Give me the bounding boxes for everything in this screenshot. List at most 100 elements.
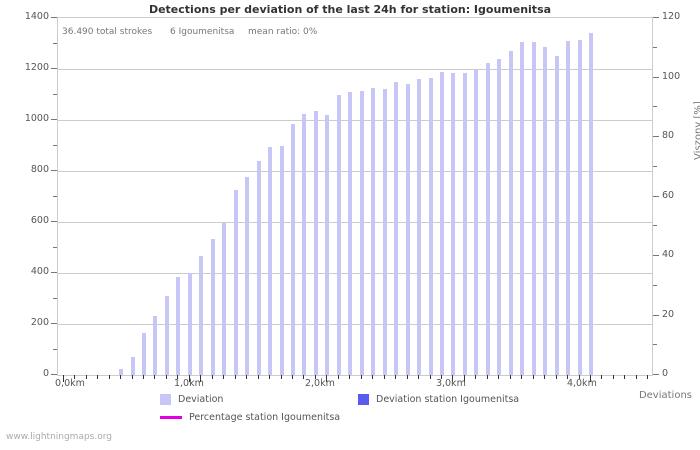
gridline (58, 120, 652, 121)
x-axis-tick (498, 375, 500, 379)
y-axis-label-right: 0 (662, 368, 669, 379)
bar (222, 223, 227, 375)
gridline (58, 273, 652, 274)
x-axis-title: Deviations (638, 390, 692, 401)
footer-attribution: www.lightningmaps.org (6, 432, 112, 442)
x-axis-tick (303, 375, 305, 379)
bar (394, 81, 399, 375)
y-axis-label-right: 20 (662, 308, 675, 320)
bar (336, 94, 341, 375)
bar (199, 256, 204, 375)
legend-item-2[interactable]: Deviation station Igoumenitsa (358, 394, 519, 405)
bar (325, 114, 330, 375)
y-axis-tick-right (653, 284, 657, 286)
y-axis-tick-left (51, 272, 57, 273)
x-axis-tick (383, 375, 385, 379)
x-axis-tick (372, 375, 374, 379)
y-axis-tick-right (653, 76, 659, 78)
x-axis-tick (418, 375, 420, 379)
bar (256, 160, 261, 375)
bar (588, 33, 593, 375)
y-axis-label-left: 800 (30, 164, 49, 175)
x-axis-tick (395, 375, 397, 379)
x-axis-tick (555, 375, 557, 379)
bar (508, 51, 513, 375)
x-axis-tick (486, 375, 488, 379)
x-axis-tick (567, 375, 569, 379)
bar (566, 40, 571, 375)
x-axis-label: 0,0km (55, 378, 85, 389)
bar (474, 69, 479, 375)
x-axis-label: 2,0km (304, 378, 335, 389)
legend-label: Deviation station Igoumenitsa (376, 394, 520, 405)
x-axis-tick (269, 375, 271, 379)
legend-label: Deviation (178, 394, 224, 405)
x-axis-tick (463, 375, 465, 382)
bar (543, 47, 548, 375)
x-axis-label: 3,0km (435, 378, 466, 389)
y-axis-tick-right (653, 195, 659, 197)
x-axis-tick (589, 375, 591, 382)
bar (451, 72, 456, 375)
bar (405, 84, 410, 375)
annotation-mean-ratio: mean ratio: 0% (248, 27, 318, 37)
x-axis-tick (624, 375, 626, 379)
y-axis-label-right: 120 (662, 11, 681, 22)
y-axis-tick-right (653, 165, 657, 167)
y-axis-label-right: 80 (662, 130, 675, 141)
y-axis-label-left: 1200 (24, 62, 49, 73)
bar (313, 111, 318, 375)
bar (485, 62, 490, 375)
x-axis-tick (74, 375, 76, 379)
y-axis-tick-left (51, 221, 57, 222)
bar (187, 273, 192, 375)
y-axis-label-left: 400 (30, 266, 49, 277)
bar (290, 123, 295, 375)
x-axis-tick (440, 375, 442, 379)
x-axis-tick (280, 375, 282, 379)
gridline (58, 171, 652, 172)
y-axis-tick-left (51, 374, 57, 375)
y-axis-tick-right (653, 46, 657, 48)
y-axis-label-left: 200 (30, 317, 49, 328)
annotation-total-strokes: 36.490 total strokes (62, 27, 153, 37)
x-axis-tick (337, 375, 339, 379)
y-axis-tick-left (53, 297, 57, 299)
legend-swatch-icon (160, 394, 171, 405)
bar (268, 146, 273, 375)
legend-item-3[interactable]: Percentage station Igoumenitsa (160, 412, 340, 423)
bar (176, 276, 181, 375)
x-axis-tick (62, 375, 64, 382)
legend-label: Percentage station Igoumenitsa (189, 412, 341, 423)
chart-legend: Deviation Deviation station Igoumenitsa Pe… (0, 394, 700, 430)
x-axis-tick (429, 375, 431, 379)
x-axis-tick (509, 375, 511, 379)
bar (439, 71, 444, 375)
y-axis-tick-left (53, 144, 57, 146)
bar (302, 113, 307, 375)
bar (233, 190, 238, 375)
y-axis-tick-left (51, 323, 57, 324)
x-axis-tick (97, 375, 99, 379)
legend-item-1[interactable]: Deviation (160, 394, 223, 405)
gridline (58, 69, 652, 70)
x-axis-tick (154, 375, 156, 379)
y-axis-label-right: 40 (662, 249, 675, 260)
legend-swatch-icon (358, 394, 369, 405)
x-axis-tick (578, 375, 580, 379)
bar (359, 90, 364, 375)
x-axis-tick (85, 375, 87, 379)
x-axis-tick (612, 375, 614, 379)
x-axis-tick (532, 375, 534, 379)
y-axis-label-right: 100 (662, 70, 681, 82)
y-axis-label-left: 0 (42, 368, 49, 379)
bar (520, 42, 525, 375)
y-axis-tick-right (653, 255, 659, 256)
x-axis-tick (291, 375, 293, 379)
bar (417, 79, 422, 375)
legend-line-icon (160, 416, 182, 419)
y-axis-tick-left (51, 68, 57, 69)
y-axis-label-left: 600 (30, 215, 49, 226)
y-axis-tick-right (653, 106, 657, 108)
